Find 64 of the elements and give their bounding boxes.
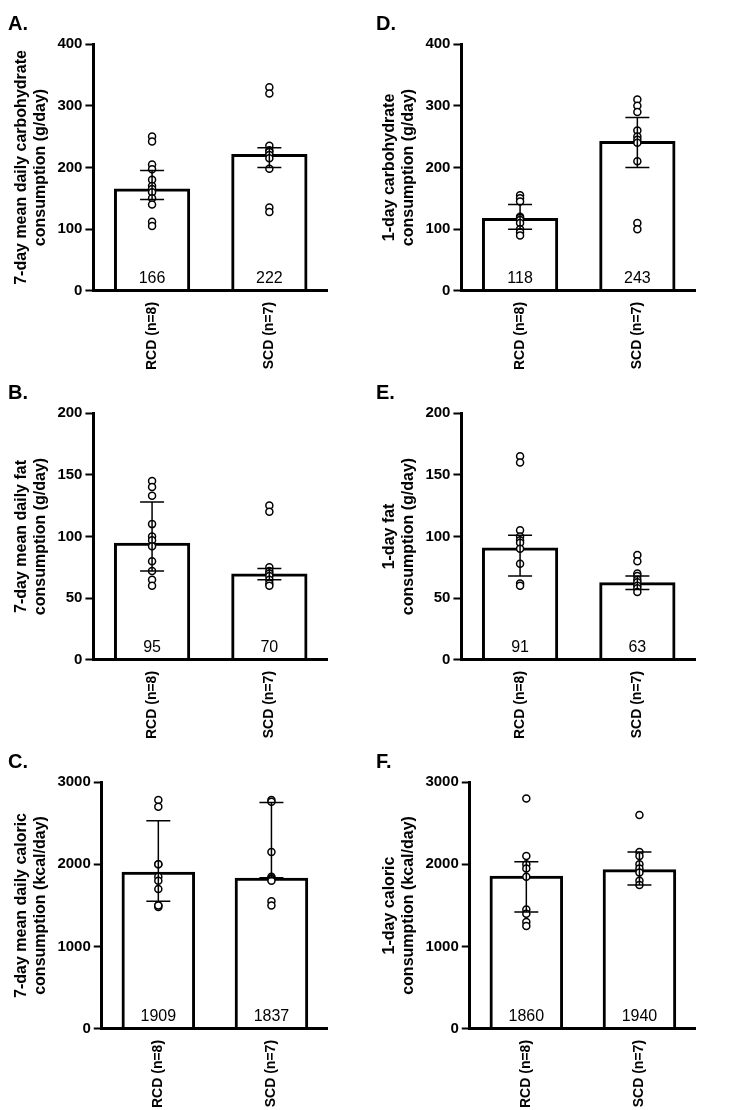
y-axis-title: 7-day mean daily fat consumption (g/day) (12, 457, 49, 616)
x-tick-label: SCD (n=7) (262, 1039, 279, 1108)
chart-title: D. (376, 11, 396, 34)
y-tick-label: 1000 (57, 936, 91, 954)
y-tick-label: 0 (450, 1019, 459, 1037)
chart-title: E. (376, 380, 395, 403)
data-label: 70 (260, 638, 279, 656)
y-axis-title: 7-day mean daily caloric consumption (kcal/day) (12, 812, 49, 998)
x-tick-label: SCD (n=7) (630, 1039, 647, 1108)
y-tick-label: 0 (442, 650, 451, 668)
chart-title: A. (8, 11, 28, 34)
y-tick-label: 150 (425, 464, 451, 482)
y-tick-label: 300 (425, 95, 451, 113)
x-tick-label: RCD (n=8) (142, 301, 159, 370)
data-label: 118 (507, 269, 533, 287)
y-axis-title: 7-day mean daily carbohydrate consumption (g/day) (12, 49, 49, 285)
y-tick-label: 150 (57, 464, 83, 482)
y-axis-title: 1-day fat consumption (g/day) (380, 457, 417, 616)
y-axis-title: 1-day caloric consumption (kcal/day) (380, 816, 417, 995)
x-tick-label: RCD (n=8) (517, 1039, 534, 1108)
y-tick-label: 1000 (425, 936, 459, 954)
x-tick-label: RCD (n=8) (510, 301, 527, 370)
y-tick-label: 3000 (425, 772, 459, 790)
y-tick-label: 400 (425, 34, 451, 52)
y-tick-label: 0 (74, 281, 83, 299)
y-tick-label: 0 (82, 1019, 91, 1037)
y-tick-label: 400 (57, 34, 83, 52)
y-tick-label: 200 (425, 157, 451, 175)
y-tick-label: 0 (442, 281, 451, 299)
x-tick-label: SCD (n=7) (260, 301, 277, 370)
chart-title: F. (376, 749, 392, 772)
y-tick-label: 200 (57, 403, 83, 421)
chart-title: B. (8, 380, 28, 403)
data-label: 63 (628, 638, 647, 656)
data-label: 1940 (621, 1007, 658, 1025)
y-tick-label: 2000 (57, 854, 91, 872)
y-axis-title: 1-day carbohydrate consumption (g/day) (380, 88, 417, 247)
data-label: 95 (143, 638, 162, 656)
data-label: 1837 (253, 1007, 290, 1025)
x-tick-label: SCD (n=7) (628, 301, 645, 370)
x-tick-label: SCD (n=7) (260, 670, 277, 739)
y-tick-label: 50 (65, 588, 83, 606)
y-tick-label: 50 (433, 588, 451, 606)
x-tick-label: SCD (n=7) (628, 670, 645, 739)
y-tick-label: 100 (425, 526, 451, 544)
y-tick-label: 300 (57, 95, 83, 113)
data-label: 166 (138, 269, 166, 287)
y-tick-label: 100 (425, 219, 451, 237)
y-tick-label: 2000 (425, 854, 459, 872)
y-tick-label: 200 (57, 157, 83, 175)
y-tick-label: 3000 (57, 772, 91, 790)
data-label: 1860 (508, 1007, 545, 1025)
y-tick-label: 100 (57, 526, 83, 544)
y-tick-label: 0 (74, 650, 83, 668)
x-tick-label: RCD (n=8) (510, 670, 527, 739)
x-tick-label: RCD (n=8) (149, 1039, 166, 1108)
x-tick-label: RCD (n=8) (142, 670, 159, 739)
data-label: 222 (256, 269, 283, 287)
y-tick-label: 200 (425, 403, 451, 421)
data-label: 243 (624, 269, 651, 287)
data-label: 91 (511, 638, 530, 656)
y-tick-label: 100 (57, 219, 83, 237)
data-label: 1909 (140, 1007, 177, 1025)
chart-title: C. (8, 749, 28, 772)
